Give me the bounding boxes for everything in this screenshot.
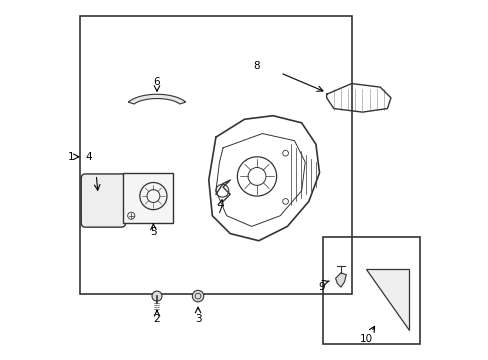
Text: 2: 2: [153, 314, 160, 324]
Text: 5: 5: [150, 227, 156, 237]
Text: 10: 10: [359, 334, 372, 344]
Circle shape: [192, 291, 203, 302]
Polygon shape: [335, 273, 346, 287]
Bar: [323, 237, 419, 344]
Text: 8: 8: [253, 61, 260, 71]
Polygon shape: [128, 94, 185, 104]
Text: 4: 4: [85, 152, 92, 162]
FancyBboxPatch shape: [81, 174, 125, 227]
Circle shape: [152, 291, 162, 301]
Text: 3: 3: [194, 314, 201, 324]
Bar: [123, 173, 173, 223]
Bar: [80, 16, 351, 294]
Text: 6: 6: [153, 77, 160, 87]
Text: 7: 7: [216, 205, 223, 215]
Polygon shape: [365, 269, 408, 330]
Text: 9: 9: [317, 282, 324, 292]
Text: 1: 1: [68, 152, 74, 162]
